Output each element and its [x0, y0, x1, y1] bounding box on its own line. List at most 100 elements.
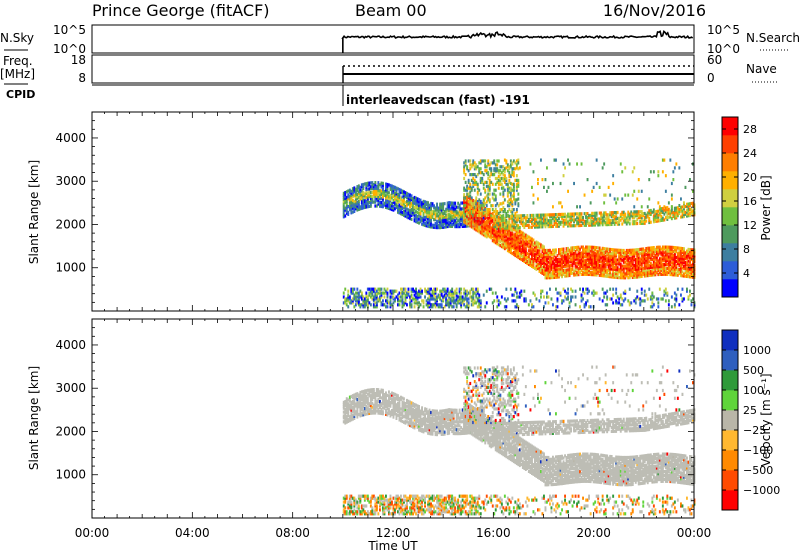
heatmap-cell [410, 209, 413, 214]
heatmap-cell [574, 303, 577, 307]
heatmap-cell [515, 182, 518, 186]
heatmap-cell [354, 291, 357, 295]
heatmap-cell [434, 299, 437, 303]
heatmap-cell [473, 210, 476, 214]
heatmap-cell [481, 218, 484, 222]
heatmap-cell [606, 272, 609, 276]
heatmap-cell [595, 219, 598, 223]
heatmap-cell [485, 184, 488, 188]
heatmap-cell [404, 200, 407, 204]
heatmap-cell [479, 305, 482, 309]
heatmap-cell [595, 181, 598, 186]
heatmap-cell [613, 222, 616, 226]
heatmap-cell [559, 257, 562, 261]
heatmap-cell [556, 259, 559, 264]
heatmap-cell [479, 227, 482, 231]
heatmap-cell [552, 266, 554, 270]
heatmap-cell [561, 273, 563, 277]
heatmap-cell [663, 257, 666, 261]
heatmap-cell [374, 181, 377, 185]
heatmap-cell [661, 158, 664, 162]
heatmap-cell [517, 224, 520, 228]
heatmap-cell [403, 198, 405, 202]
heatmap-cell [540, 217, 542, 221]
heatmap-cell [624, 256, 627, 260]
heatmap-cell [442, 221, 445, 225]
heatmap-cell [565, 247, 568, 251]
heatmap-cell [618, 248, 621, 252]
heatmap-cell [573, 257, 575, 261]
heatmap-cell [603, 295, 606, 299]
heatmap-cell [386, 287, 389, 291]
heatmap-cell [484, 216, 487, 220]
heatmap-cell [603, 274, 606, 278]
heatmap-cell [404, 299, 407, 303]
heatmap-cell [452, 295, 455, 299]
heatmap-cell [500, 182, 503, 186]
nsearch-label: N.Search [746, 31, 800, 45]
heatmap-cell [442, 202, 445, 206]
heatmap-cell [499, 236, 502, 240]
heatmap-cell [425, 202, 428, 206]
heatmap-cell [413, 213, 416, 217]
heatmap-cell [484, 214, 487, 218]
heatmap-cell [421, 291, 423, 295]
heatmap-cell [377, 185, 380, 189]
heatmap-cell [502, 228, 505, 232]
heatmap-cell [531, 258, 533, 263]
heatmap-cell [574, 289, 577, 293]
heatmap-cell [472, 303, 475, 307]
heatmap-cell [616, 272, 619, 276]
heatmap-cell [512, 188, 515, 192]
heatmap-cell [463, 169, 466, 173]
heatmap-cell [613, 275, 616, 279]
heatmap-cell [410, 213, 413, 217]
heatmap-cell [636, 252, 639, 256]
heatmap-cell [631, 212, 634, 216]
heatmap-cell [586, 270, 589, 274]
heatmap-cell [527, 258, 530, 263]
heatmap-cell [342, 205, 345, 209]
heatmap-cell [425, 220, 428, 224]
heatmap-cell [524, 216, 527, 220]
heatmap-cell [488, 219, 491, 223]
heatmap-cell [505, 240, 508, 244]
heatmap-cell [552, 205, 554, 209]
heatmap-cell [494, 215, 497, 219]
heatmap-cell [673, 273, 676, 277]
heatmap-cell [672, 245, 675, 250]
heatmap-cell [374, 287, 377, 291]
heatmap-cell [615, 262, 618, 266]
heatmap-cell [446, 207, 449, 211]
heatmap-cell [520, 248, 523, 252]
heatmap-cell [499, 178, 502, 182]
heatmap-cell [555, 218, 557, 223]
heatmap-cell [690, 201, 693, 206]
heatmap-cell [541, 289, 544, 293]
heatmap-cell [624, 274, 627, 278]
heatmap-cell [409, 213, 411, 217]
heatmap-cell [670, 197, 673, 201]
heatmap-cell [594, 215, 597, 219]
heatmap-cell [481, 214, 484, 218]
heatmap-cell [672, 267, 675, 271]
heatmap-cell [680, 215, 682, 219]
heatmap-cell [670, 295, 673, 299]
heatmap-cell [479, 221, 482, 225]
heatmap-cell [466, 216, 469, 220]
heatmap-cell [537, 253, 539, 257]
heatmap-cell [425, 299, 428, 303]
heatmap-cell [622, 270, 625, 274]
heatmap-cell [475, 180, 478, 184]
heatmap-cell [508, 216, 511, 220]
heatmap-cell [606, 289, 609, 293]
heatmap-cell [382, 181, 384, 185]
heatmap-cell [467, 297, 470, 301]
heatmap-cell [484, 220, 487, 224]
heatmap-cell [433, 218, 435, 222]
heatmap-cell [348, 196, 351, 200]
heatmap-cell [445, 293, 448, 297]
heatmap-cell [615, 218, 618, 222]
heatmap-cell [544, 270, 547, 274]
heatmap-cell [427, 224, 429, 228]
